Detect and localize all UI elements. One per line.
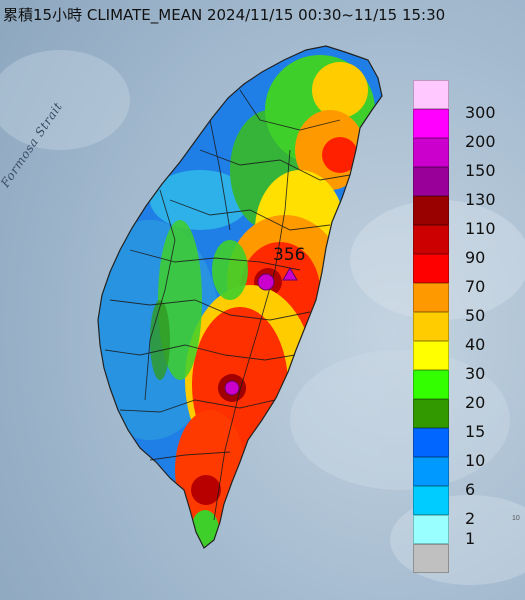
- legend-swatch: [413, 196, 449, 225]
- legend-swatch: [413, 254, 449, 283]
- legend-label: 10: [465, 451, 486, 470]
- max-rainfall-marker: [257, 267, 298, 291]
- coastline: [97, 45, 383, 549]
- legend-label: 300: [465, 103, 496, 122]
- legend-swatch: [413, 167, 449, 196]
- legend-label: 130: [465, 190, 496, 209]
- edge-label: 10: [512, 515, 520, 522]
- map-title: 累積15小時 CLIMATE_MEAN 2024/11/15 00:30~11/…: [3, 6, 446, 24]
- secondary-max-marker: [224, 380, 240, 396]
- legend-swatch: [413, 283, 449, 312]
- legend-label: 2: [465, 509, 476, 528]
- legend-swatch: [413, 109, 449, 138]
- legend-label: 40: [465, 335, 486, 354]
- legend-swatch: [413, 457, 449, 486]
- legend-swatch: [413, 370, 449, 399]
- county-boundaries: [104, 89, 351, 521]
- legend-swatch: [413, 225, 449, 254]
- legend-label: 20: [465, 393, 486, 412]
- legend-label: 110: [465, 219, 496, 238]
- legend-swatch: [413, 138, 449, 167]
- legend-label: 70: [465, 277, 486, 296]
- legend-swatch: [413, 399, 449, 428]
- legend-swatch: [413, 515, 449, 544]
- legend-swatch: [413, 428, 449, 457]
- legend-label: 15: [465, 422, 486, 441]
- legend-swatch: [413, 80, 449, 109]
- legend-swatch: [413, 544, 449, 573]
- legend-swatch: [413, 312, 449, 341]
- max-rainfall-value: 356: [273, 245, 306, 265]
- legend-swatch: [413, 486, 449, 515]
- legend-label: 1: [465, 529, 476, 548]
- legend-label: 6: [465, 480, 476, 499]
- legend-label: 90: [465, 248, 486, 267]
- legend-label: 200: [465, 132, 496, 151]
- legend-label: 150: [465, 161, 496, 180]
- legend-label: 50: [465, 306, 486, 325]
- legend-label: 30: [465, 364, 486, 383]
- legend-swatch: [413, 341, 449, 370]
